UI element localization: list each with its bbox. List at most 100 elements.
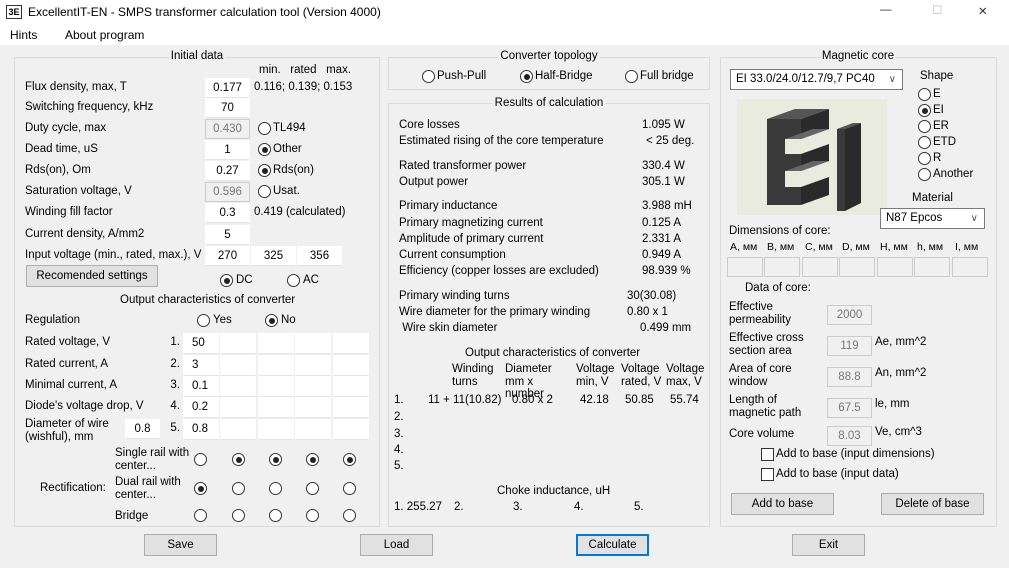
output-1-channel-4-input[interactable]: [295, 333, 331, 354]
maximize-icon[interactable]: ☐: [932, 5, 943, 17]
rectification-1-channel-4-radio[interactable]: [306, 453, 319, 466]
core-model-select[interactable]: EI 33.0/24.0/12.7/9,7 PC40 ∨: [730, 69, 903, 90]
output-3-channel-3-input[interactable]: [258, 376, 294, 397]
topology-label: Full bridge: [640, 70, 694, 82]
output-5-channel-5-input[interactable]: [333, 419, 369, 440]
rectification-1-channel-2-radio[interactable]: [232, 453, 245, 466]
output-5-channel-4-input[interactable]: [295, 419, 331, 440]
dimension-input[interactable]: [802, 257, 838, 277]
initial-row-input[interactable]: 5: [205, 225, 250, 245]
core-data-label: Area of core window: [729, 363, 792, 388]
rectification-3-channel-3-radio[interactable]: [269, 509, 282, 522]
add-data-checkbox[interactable]: [761, 468, 774, 481]
app-logo-icon: 3E: [6, 5, 22, 19]
material-value: N87 Epcos: [886, 212, 943, 224]
shape-radio-another[interactable]: [918, 168, 931, 181]
calculate-button[interactable]: Calculate: [576, 534, 649, 556]
output-2-channel-2-input[interactable]: [220, 355, 256, 376]
output-3-channel-1-input[interactable]: 0.1: [183, 376, 219, 397]
menu-hints[interactable]: Hints: [10, 28, 38, 42]
initial-row-radio[interactable]: [258, 185, 271, 198]
initial-row-input[interactable]: 1: [205, 140, 250, 160]
dimension-input[interactable]: [727, 257, 763, 277]
dimension-input[interactable]: [952, 257, 988, 277]
initial-row-input[interactable]: 270: [205, 246, 250, 266]
initial-row-radio[interactable]: [258, 122, 271, 135]
rectification-1-channel-1-radio[interactable]: [194, 453, 207, 466]
output-1-channel-5-input[interactable]: [333, 333, 369, 354]
wire-diameter-input[interactable]: 0.8: [125, 419, 160, 439]
output-4-channel-2-input[interactable]: [220, 397, 256, 418]
close-icon[interactable]: ✕: [978, 6, 988, 18]
material-select[interactable]: N87 Epcos ∨: [880, 208, 985, 229]
ac-radio[interactable]: [287, 274, 300, 287]
initial-row-radio[interactable]: [258, 164, 271, 177]
initial-row-input[interactable]: 0.3: [205, 203, 250, 223]
add-to-base-button[interactable]: Add to base: [731, 493, 834, 515]
shape-radio-er[interactable]: [918, 120, 931, 133]
topology-radio-half-bridge[interactable]: [520, 70, 533, 83]
dimension-input[interactable]: [877, 257, 913, 277]
topology-radio-push-pull[interactable]: [422, 70, 435, 83]
rectification-1-channel-3-radio[interactable]: [269, 453, 282, 466]
output-5-channel-3-input[interactable]: [258, 419, 294, 440]
rectification-2-channel-2-radio[interactable]: [232, 482, 245, 495]
output-1-channel-1-input[interactable]: 50: [183, 333, 219, 354]
shape-radio-etd[interactable]: [918, 136, 931, 149]
output-2-channel-1-input[interactable]: 3: [183, 355, 219, 376]
regulation-yes-radio[interactable]: [197, 314, 210, 327]
output-4-channel-1-input[interactable]: 0.2: [183, 397, 219, 418]
rectification-3-channel-5-radio[interactable]: [343, 509, 356, 522]
input-voltage-rated[interactable]: 325: [251, 246, 296, 266]
rectification-2-channel-5-radio[interactable]: [343, 482, 356, 495]
exit-button[interactable]: Exit: [792, 534, 865, 556]
shape-radio-r[interactable]: [918, 152, 931, 165]
result-label: Primary winding turns: [399, 290, 510, 302]
output-3-channel-5-input[interactable]: [333, 376, 369, 397]
result-label: Primary magnetizing current: [399, 217, 543, 229]
save-button[interactable]: Save: [144, 534, 217, 556]
output-5-channel-1-input[interactable]: 0.8: [183, 419, 219, 440]
output-4-channel-4-input[interactable]: [295, 397, 331, 418]
rectification-2-channel-4-radio[interactable]: [306, 482, 319, 495]
rectification-2-channel-1-radio[interactable]: [194, 482, 207, 495]
output-1-channel-2-input[interactable]: [220, 333, 256, 354]
shape-label: ETD: [933, 136, 956, 148]
output-3-channel-4-input[interactable]: [295, 376, 331, 397]
output-2-channel-4-input[interactable]: [295, 355, 331, 376]
rectification-3-channel-1-radio[interactable]: [194, 509, 207, 522]
output-4-channel-3-input[interactable]: [258, 397, 294, 418]
menu-about[interactable]: About program: [65, 28, 145, 42]
add-dimensions-checkbox[interactable]: [761, 448, 774, 461]
rectification-1-channel-5-radio[interactable]: [343, 453, 356, 466]
load-button[interactable]: Load: [360, 534, 433, 556]
rectification-3-channel-4-radio[interactable]: [306, 509, 319, 522]
initial-row-radio[interactable]: [258, 143, 271, 156]
initial-row-input: 0.430: [205, 119, 250, 139]
recommended-settings-button[interactable]: Recomended settings: [26, 265, 158, 287]
dimension-input[interactable]: [764, 257, 800, 277]
choke-inductance-value: 4.: [574, 501, 584, 513]
output-1-channel-3-input[interactable]: [258, 333, 294, 354]
dimension-input[interactable]: [914, 257, 950, 277]
output-2-channel-3-input[interactable]: [258, 355, 294, 376]
output-5-channel-2-input[interactable]: [220, 419, 256, 440]
delete-of-base-button[interactable]: Delete of base: [881, 493, 984, 515]
output-2-channel-5-input[interactable]: [333, 355, 369, 376]
dc-radio[interactable]: [220, 274, 233, 287]
rectification-2-channel-3-radio[interactable]: [269, 482, 282, 495]
output-4-channel-5-input[interactable]: [333, 397, 369, 418]
minimize-icon[interactable]: —: [880, 4, 892, 16]
initial-row-input[interactable]: 70: [205, 98, 250, 118]
topology-radio-full-bridge[interactable]: [625, 70, 638, 83]
rectification-3-channel-2-radio[interactable]: [232, 509, 245, 522]
choke-inductance-value: 1. 255.27: [394, 501, 442, 513]
dimension-input[interactable]: [839, 257, 875, 277]
regulation-no-radio[interactable]: [265, 314, 278, 327]
input-voltage-max[interactable]: 356: [297, 246, 342, 266]
output-3-channel-2-input[interactable]: [220, 376, 256, 397]
shape-radio-ei[interactable]: [918, 104, 931, 117]
initial-row-input[interactable]: 0.177: [205, 78, 250, 98]
initial-row-input[interactable]: 0.27: [205, 161, 250, 181]
shape-radio-e[interactable]: [918, 88, 931, 101]
